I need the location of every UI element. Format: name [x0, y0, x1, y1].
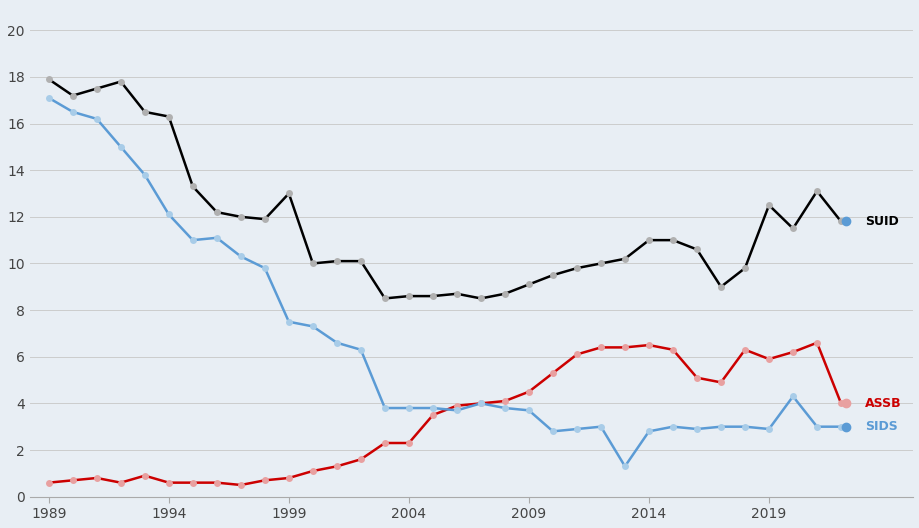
Text: SUID: SUID [864, 215, 898, 228]
Text: ASSB: ASSB [864, 397, 901, 410]
Text: SIDS: SIDS [864, 420, 897, 433]
